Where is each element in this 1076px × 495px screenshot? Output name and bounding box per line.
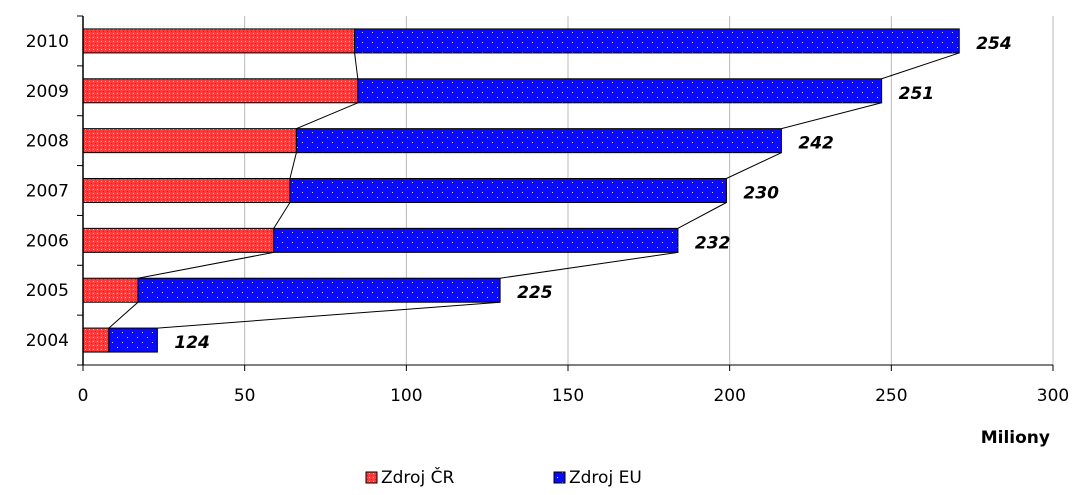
x-tick-label: 200 bbox=[713, 386, 745, 406]
bar-zdroj-eu-2004 bbox=[108, 327, 158, 353]
bar-zdroj-eu-2010 bbox=[354, 28, 960, 54]
data-label-2010: 254 bbox=[976, 34, 1012, 54]
x-tick-label: 150 bbox=[552, 386, 584, 406]
y-tick-label: 2009 bbox=[26, 82, 69, 102]
bar-zdroj-cr-2006 bbox=[82, 227, 275, 253]
series-line-zdroj-cr bbox=[289, 152, 297, 179]
series-line-zdroj-eu bbox=[781, 102, 882, 130]
bars bbox=[82, 28, 960, 353]
y-tick-label: 2006 bbox=[26, 231, 69, 251]
data-label-2006: 232 bbox=[695, 233, 731, 253]
legend: Zdroj ČR Zdroj EU bbox=[365, 466, 642, 488]
legend-swatch-zdroj-cr bbox=[365, 471, 378, 484]
y-tick-label: 2004 bbox=[26, 331, 69, 351]
data-label-2009: 251 bbox=[899, 84, 935, 104]
x-tick-label: 50 bbox=[234, 386, 256, 406]
y-tick-label: 2008 bbox=[26, 132, 69, 152]
bar-zdroj-cr-2005 bbox=[82, 277, 139, 303]
legend-swatch-zdroj-eu bbox=[553, 471, 566, 484]
y-tick-label: 2010 bbox=[26, 32, 69, 52]
series-line-zdroj-cr bbox=[137, 251, 274, 279]
bar-zdroj-cr-2008 bbox=[82, 128, 297, 154]
series-line-zdroj-cr bbox=[296, 102, 359, 130]
y-tick-label: 2007 bbox=[26, 182, 69, 202]
data-label-2004: 124 bbox=[174, 333, 210, 353]
connector-lines bbox=[108, 52, 960, 329]
series-line-zdroj-eu bbox=[881, 52, 960, 80]
x-tick-label: 0 bbox=[78, 386, 89, 406]
bar-zdroj-eu-2005 bbox=[137, 277, 501, 303]
data-label-2008: 242 bbox=[798, 134, 834, 154]
series-line-zdroj-eu bbox=[500, 251, 679, 279]
x-axis-title: Miliony bbox=[981, 428, 1050, 448]
x-tick-label: 250 bbox=[875, 386, 907, 406]
bar-zdroj-eu-2009 bbox=[357, 78, 883, 104]
y-tick-label: 2005 bbox=[26, 281, 69, 301]
bar-zdroj-cr-2007 bbox=[82, 178, 291, 203]
bar-zdroj-cr-2004 bbox=[82, 327, 110, 353]
series-line-zdroj-cr bbox=[354, 52, 359, 79]
bar-zdroj-eu-2008 bbox=[295, 128, 782, 154]
series-line-zdroj-eu bbox=[726, 152, 782, 179]
data-label-2007: 230 bbox=[743, 184, 779, 204]
bar-zdroj-cr-2010 bbox=[82, 28, 356, 54]
legend-label-zdroj-eu: Zdroj EU bbox=[569, 468, 642, 488]
x-tick-label: 300 bbox=[1037, 386, 1069, 406]
series-line-zdroj-cr bbox=[108, 301, 139, 329]
data-label-2005: 225 bbox=[517, 283, 553, 303]
series-line-zdroj-cr bbox=[273, 202, 291, 229]
x-tick-label: 100 bbox=[390, 386, 422, 406]
bar-zdroj-eu-2007 bbox=[289, 178, 727, 203]
data-labels: 124 225 232 230 242 251 254 bbox=[174, 34, 1011, 353]
legend-label-zdroj-cr: Zdroj ČR bbox=[381, 466, 454, 488]
bar-zdroj-cr-2009 bbox=[82, 78, 359, 104]
bar-zdroj-eu-2006 bbox=[273, 227, 679, 253]
series-line-zdroj-eu bbox=[677, 202, 727, 229]
axes: 0 50 100 150 200 250 300 2004 2005 2006 2007 2008 20… bbox=[26, 15, 1069, 406]
series-line-zdroj-eu bbox=[157, 301, 501, 329]
